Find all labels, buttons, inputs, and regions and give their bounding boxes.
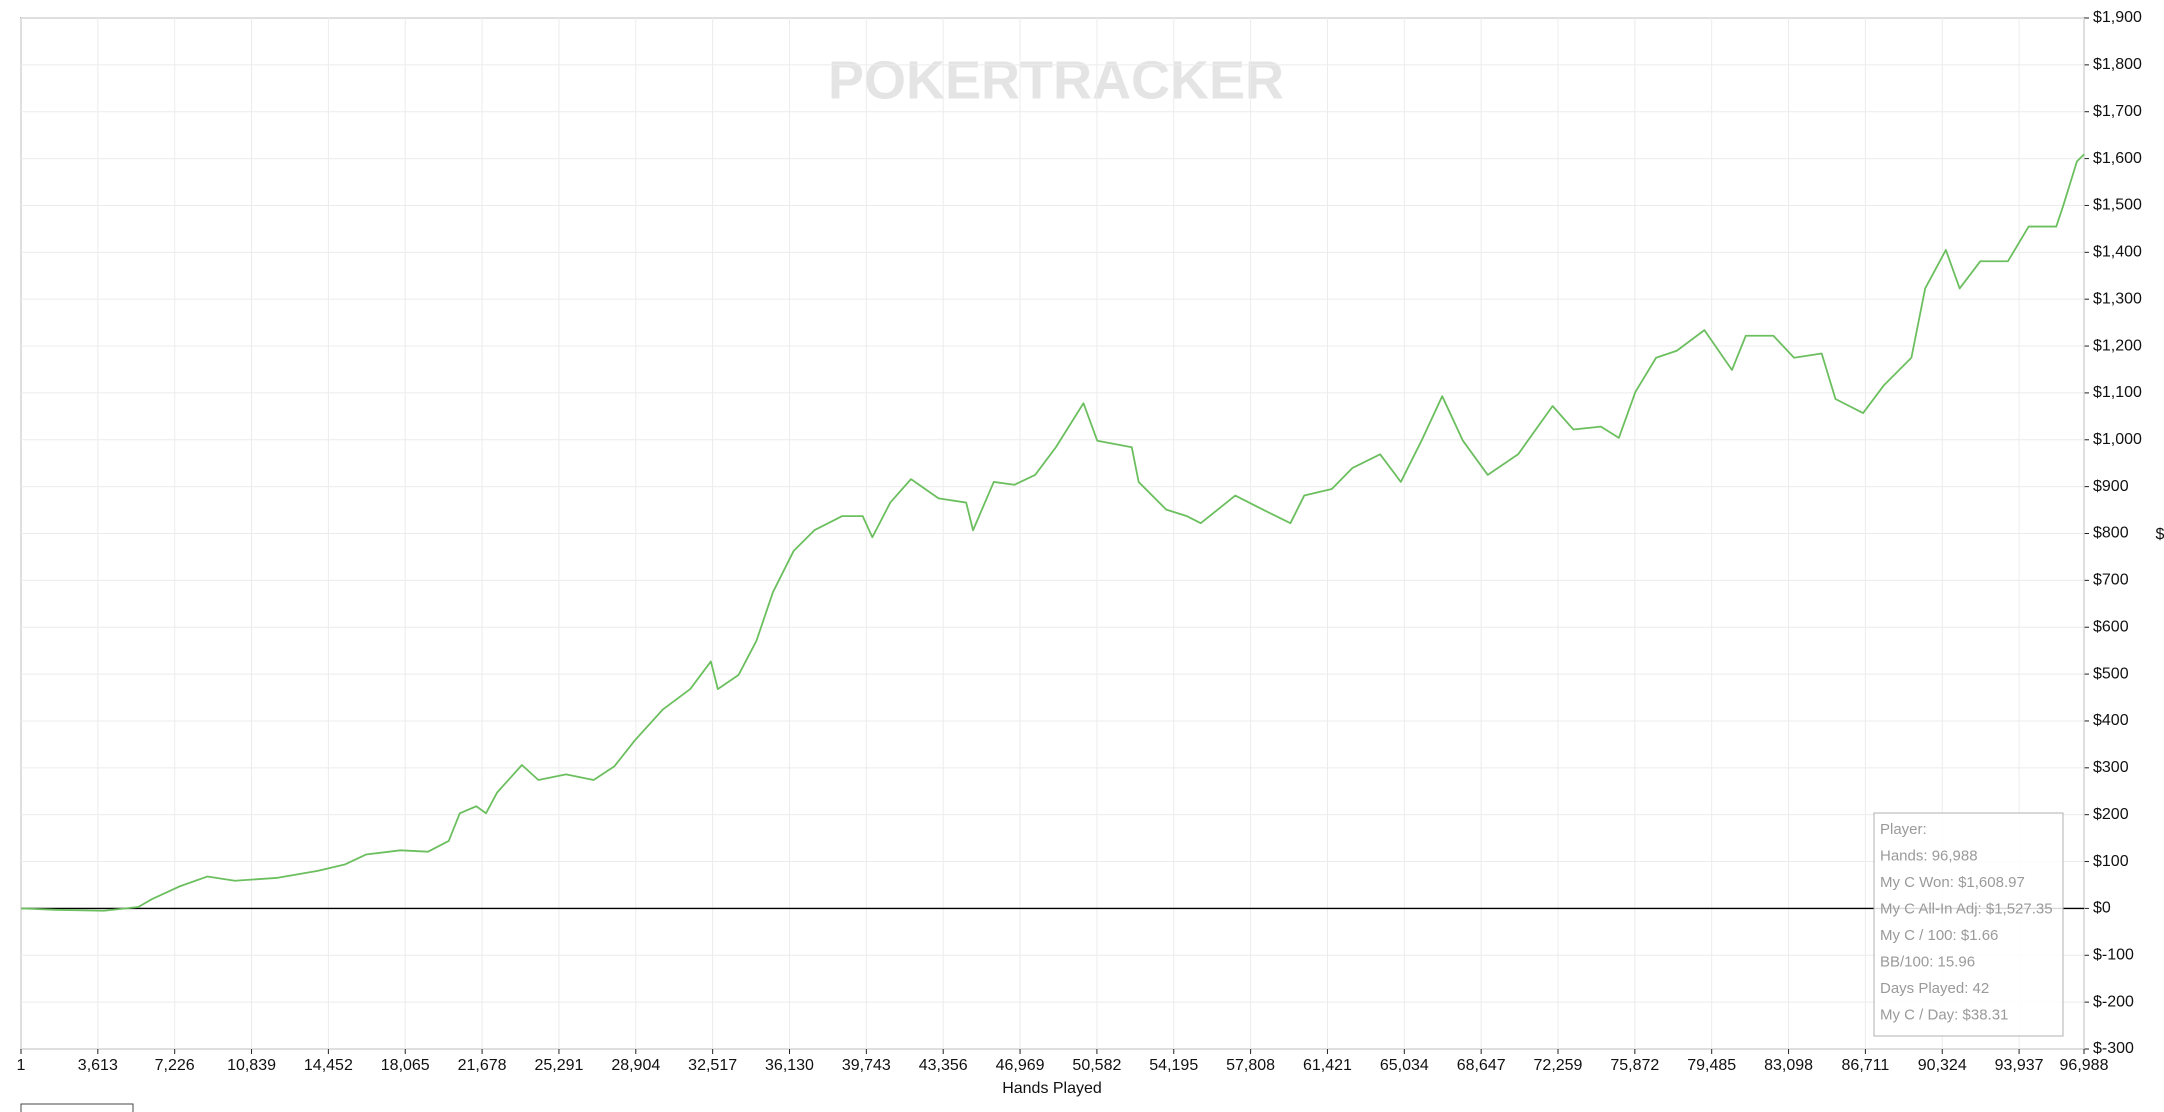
x-tick-label: 75,872 xyxy=(1610,1057,1659,1074)
x-tick-label: 14,452 xyxy=(304,1057,353,1074)
x-tick-label: 46,969 xyxy=(996,1057,1045,1074)
info-line: My C / Day: $38.31 xyxy=(1880,1006,2008,1023)
x-tick-label: 93,937 xyxy=(1995,1057,2044,1074)
x-axis-label: Hands Played xyxy=(1002,1080,1102,1097)
y-tick-label: $1,100 xyxy=(2093,384,2142,401)
info-line: Days Played: 42 xyxy=(1880,980,1989,997)
x-tick-label: 57,808 xyxy=(1226,1057,1275,1074)
y-tick-label: $1,500 xyxy=(2093,197,2142,214)
y-tick-label: $700 xyxy=(2093,572,2129,589)
y-tick-label: $600 xyxy=(2093,618,2129,635)
x-tick-label: 18,065 xyxy=(381,1057,430,1074)
bottom-box xyxy=(20,1103,134,1112)
y-tick-label: $500 xyxy=(2093,665,2129,682)
y-tick-label: $-200 xyxy=(2093,993,2134,1010)
y-tick-label: $100 xyxy=(2093,853,2129,870)
y-tick-label: $1,700 xyxy=(2093,103,2142,120)
info-line: My C Won: $1,608.97 xyxy=(1880,874,2025,891)
x-tick-label: 32,517 xyxy=(688,1057,737,1074)
y-tick-label: $1,600 xyxy=(2093,150,2142,167)
info-line: My C All-In Adj: $1,527.35 xyxy=(1880,900,2053,917)
y-tick-label: $1,000 xyxy=(2093,431,2142,448)
x-tick-label: 83,098 xyxy=(1764,1057,1813,1074)
x-tick-label: 28,904 xyxy=(611,1057,660,1074)
x-tick-label: 43,356 xyxy=(919,1057,968,1074)
y-tick-label: $900 xyxy=(2093,478,2129,495)
info-line: Player: xyxy=(1880,821,1927,838)
y-tick-label: $400 xyxy=(2093,712,2129,729)
x-tick-label: 36,130 xyxy=(765,1057,814,1074)
y-tick-label: $1,400 xyxy=(2093,244,2142,261)
x-tick-label: 68,647 xyxy=(1457,1057,1506,1074)
info-line: My C / 100: $1.66 xyxy=(1880,927,1998,944)
x-tick-label: 7,226 xyxy=(155,1057,195,1074)
y-tick-label: $-100 xyxy=(2093,946,2134,963)
y-tick-label: $1,200 xyxy=(2093,337,2142,354)
y-tick-label: $0 xyxy=(2093,900,2111,917)
x-tick-label: 96,988 xyxy=(2060,1057,2109,1074)
x-tick-label: 79,485 xyxy=(1687,1057,1736,1074)
x-tick-label: 50,582 xyxy=(1072,1057,1121,1074)
y-tick-label: $800 xyxy=(2093,525,2129,542)
y-tick-label: $300 xyxy=(2093,759,2129,776)
x-tick-label: 54,195 xyxy=(1149,1057,1198,1074)
data-line xyxy=(20,153,2085,912)
x-tick-label: 61,421 xyxy=(1303,1057,1352,1074)
y-tick-label: $1,300 xyxy=(2093,290,2142,307)
x-tick-label: 1 xyxy=(17,1057,26,1074)
y-tick-label: $-300 xyxy=(2093,1040,2134,1057)
watermark: POKERTRACKER xyxy=(828,50,1284,110)
x-tick-label: 90,324 xyxy=(1918,1057,1967,1074)
info-line: Hands: 96,988 xyxy=(1880,847,1978,864)
x-tick-label: 86,711 xyxy=(1842,1057,1890,1074)
x-tick-label: 39,743 xyxy=(842,1057,891,1074)
x-tick-label: 25,291 xyxy=(534,1057,583,1074)
info-box xyxy=(1873,812,2064,1037)
info-line: BB/100: 15.96 xyxy=(1880,953,1975,970)
x-tick-label: 65,034 xyxy=(1380,1057,1429,1074)
x-tick-label: 72,259 xyxy=(1534,1057,1583,1074)
x-tick-label: 3,613 xyxy=(78,1057,118,1074)
x-tick-label: 10,839 xyxy=(227,1057,276,1074)
y-axis-label: $ xyxy=(2156,526,2164,543)
x-tick-label: 21,678 xyxy=(458,1057,507,1074)
y-tick-label: $200 xyxy=(2093,806,2129,823)
y-tick-label: $1,900 xyxy=(2093,9,2142,26)
y-tick-label: $1,800 xyxy=(2093,56,2142,73)
